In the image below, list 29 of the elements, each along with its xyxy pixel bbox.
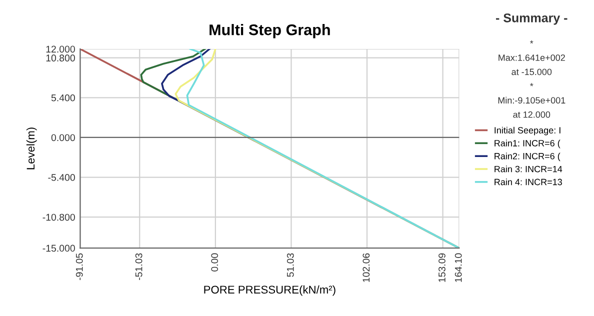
x-axis-title: PORE PRESSURE(kN/m²)	[204, 285, 336, 296]
text: *	[530, 83, 534, 86]
legend-label: Rain 4: INCR=13	[494, 178, 562, 186]
x-tick-label: -51.03	[135, 253, 142, 280]
y-tick-label: -15.000	[42, 244, 75, 252]
text: Min:-9.105e+001	[498, 96, 566, 104]
x-tick-label: 0.00	[211, 253, 218, 272]
text: at 12.000	[513, 111, 550, 118]
legend-label: Rain1: INCR=6 (	[494, 140, 560, 148]
y-axis-title: Level(m)	[26, 128, 37, 170]
x-tick-label: 102.06	[362, 253, 370, 282]
y-tick-label: 12.000	[46, 46, 75, 53]
chart-title: Multi Step Graph	[210, 24, 330, 38]
y-tick-label: 10.800	[46, 54, 75, 62]
text: - Summary -	[496, 13, 568, 25]
x-tick-label: 153.09	[438, 253, 446, 282]
y-tick-label: -10.800	[42, 214, 75, 221]
x-tick-label: -91.05	[76, 253, 83, 280]
legend-label: Rain2: INCR=6 (	[494, 152, 560, 162]
text: Max:1.641e+002	[498, 54, 565, 61]
x-tick-label: 51.03	[286, 253, 294, 277]
text: *	[530, 40, 534, 44]
y-tick-label: 5.400	[51, 94, 75, 102]
legend-label: Rain 3: INCR=14	[494, 166, 562, 172]
text: at -15.000	[512, 68, 552, 76]
y-tick-label: 0.000	[51, 134, 75, 142]
x-tick-label: 164.10	[454, 253, 462, 282]
y-tick-label: -5.400	[48, 174, 75, 181]
legend-label: Initial Seepage: I	[494, 126, 560, 136]
